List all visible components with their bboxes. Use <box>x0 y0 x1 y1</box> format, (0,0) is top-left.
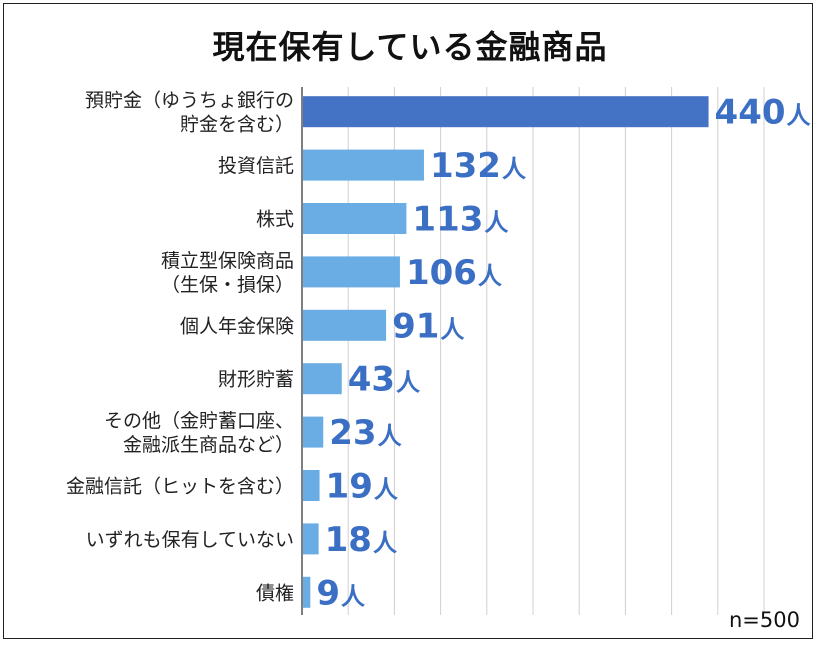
category-label: 財形貯蓄 <box>218 369 294 391</box>
bar <box>303 309 387 341</box>
bar <box>303 470 320 501</box>
category-label: 金融信託（ヒットを含む） <box>66 476 294 498</box>
bar <box>303 149 424 181</box>
value-label: 106人 <box>406 253 502 293</box>
value-label: 23人 <box>329 413 401 453</box>
sample-size-note: n=500 <box>729 608 800 632</box>
category-label: いずれも保有していない <box>86 529 294 551</box>
value-label: 18人 <box>325 520 397 560</box>
bar <box>303 96 709 128</box>
category-label: 投資信託 <box>218 155 294 177</box>
category-label: 積立型保険商品（生保・損保） <box>161 250 294 296</box>
bar <box>303 416 324 448</box>
value-label: 91人 <box>392 306 464 346</box>
bar <box>303 523 319 555</box>
category-label: 債権 <box>256 582 294 604</box>
value-label: 9人 <box>316 573 365 613</box>
category-label: 株式 <box>256 209 294 231</box>
category-label: その他（金貯蓄口座、金融派生商品など） <box>104 410 294 456</box>
category-label: 個人年金保険 <box>180 315 294 337</box>
value-label: 113人 <box>412 200 508 240</box>
chart-title: 現在保有している金融商品 <box>212 28 608 66</box>
value-label: 43人 <box>348 360 420 400</box>
bar <box>303 203 407 234</box>
bar <box>303 576 311 608</box>
value-label: 19人 <box>326 467 398 507</box>
bar <box>303 256 400 288</box>
value-label: 440人 <box>715 93 811 133</box>
category-label: 預貯金（ゆうちょ銀行の貯金を含む） <box>85 90 294 136</box>
value-label: 132人 <box>430 146 526 186</box>
bar <box>303 363 342 395</box>
